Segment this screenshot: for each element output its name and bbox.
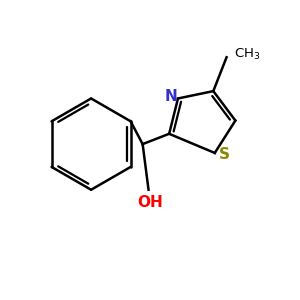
- Text: S: S: [219, 147, 230, 162]
- Text: OH: OH: [137, 195, 163, 210]
- Text: N: N: [165, 89, 178, 104]
- Text: CH$_3$: CH$_3$: [234, 47, 260, 62]
